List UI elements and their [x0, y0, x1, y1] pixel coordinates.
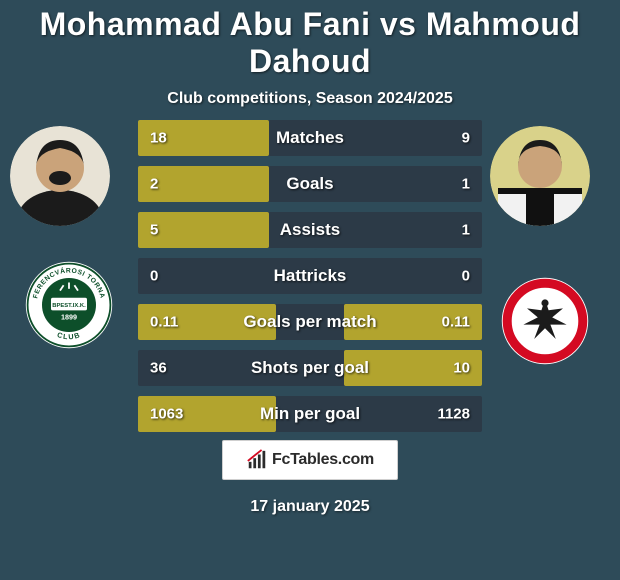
stat-label: Hattricks [138, 266, 482, 286]
stat-label: Assists [138, 220, 482, 240]
crest-icon: FERENCVÁROSI TORNA CLUB BPEST.IX.K. 1899 [24, 260, 114, 350]
stat-row: 3610Shots per goal [138, 350, 482, 386]
svg-text:BPEST.IX.K.: BPEST.IX.K. [52, 303, 86, 309]
svg-text:1899: 1899 [61, 312, 77, 321]
stat-row: 10631128Min per goal [138, 396, 482, 432]
stat-rows: 189Matches 21Goals 51Assists 00Hattricks 0.1… [138, 120, 482, 442]
stat-label: Min per goal [138, 404, 482, 424]
avatar-placeholder-icon [490, 126, 590, 226]
club-crest-right [500, 276, 590, 366]
brand-logo-icon [246, 449, 268, 471]
player-avatar-left [10, 126, 110, 226]
stat-row: 189Matches [138, 120, 482, 156]
stat-row: 00Hattricks [138, 258, 482, 294]
stat-row: 51Assists [138, 212, 482, 248]
player-avatar-right [490, 126, 590, 226]
card-subtitle: Club competitions, Season 2024/2025 [0, 90, 620, 108]
card-title: Mohammad Abu Fani vs Mahmoud Dahoud [0, 6, 620, 80]
club-crest-left: FERENCVÁROSI TORNA CLUB BPEST.IX.K. 1899 [24, 260, 114, 350]
stat-label: Goals [138, 174, 482, 194]
stat-label: Shots per goal [138, 358, 482, 378]
brand-box[interactable]: FcTables.com [222, 440, 398, 480]
stat-row: 0.110.11Goals per match [138, 304, 482, 340]
card-date: 17 january 2025 [0, 498, 620, 516]
comparison-card: Mohammad Abu Fani vs Mahmoud Dahoud Club… [0, 0, 620, 580]
stat-label: Matches [138, 128, 482, 148]
stat-row: 21Goals [138, 166, 482, 202]
brand-text: FcTables.com [272, 451, 374, 469]
crest-icon [500, 276, 590, 366]
stat-label: Goals per match [138, 312, 482, 332]
avatar-placeholder-icon [10, 126, 110, 226]
